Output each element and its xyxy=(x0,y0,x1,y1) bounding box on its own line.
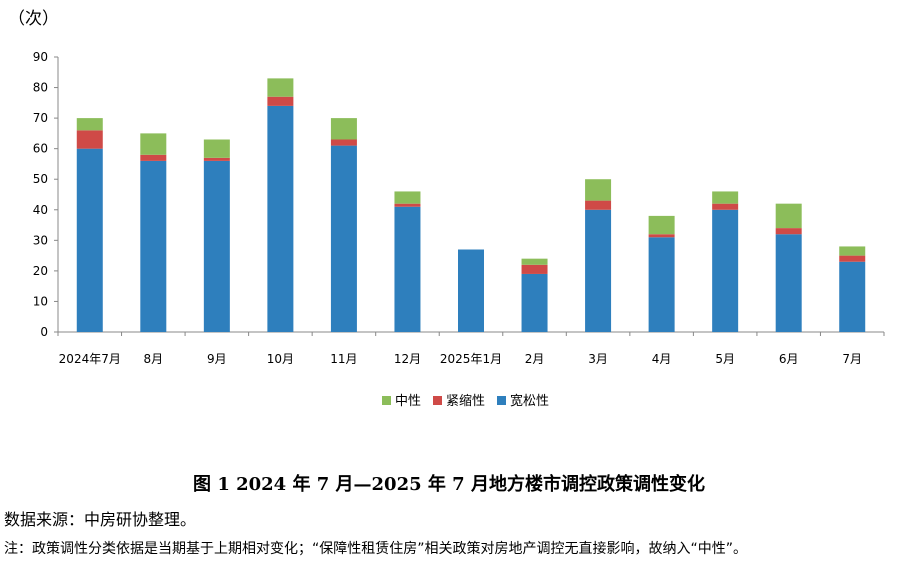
bar-segment xyxy=(775,234,802,332)
legend-swatch xyxy=(433,396,442,405)
legend-swatch xyxy=(382,396,391,405)
bar-segment xyxy=(521,258,548,265)
y-tick-label: 10 xyxy=(33,294,48,308)
bar-segment xyxy=(648,215,675,235)
x-tick-label: 7月 xyxy=(842,352,862,366)
bar-segment xyxy=(394,206,421,332)
y-tick-label: 40 xyxy=(33,203,48,217)
x-tick-label: 2月 xyxy=(525,352,545,366)
bar-segment xyxy=(712,191,739,204)
x-tick-label: 4月 xyxy=(652,352,672,366)
y-tick-label: 0 xyxy=(40,325,48,339)
bar-segment xyxy=(140,160,167,332)
y-tick-label: 80 xyxy=(33,81,48,95)
legend-label: 中性 xyxy=(395,394,421,409)
x-tick-labels: 2024年7月 8月 9月 10月 11月 12月 2025年1月 2月 3月 4月 5月 6月 7月 xyxy=(59,352,862,366)
y-tick-label: 50 xyxy=(33,172,48,186)
bar-segment xyxy=(140,154,167,161)
bar-segment xyxy=(521,273,548,332)
legend: 中性 紧缩性 宽松性 xyxy=(382,393,549,409)
bar-segment xyxy=(458,249,484,332)
y-tick-label: 20 xyxy=(33,264,48,278)
bar-segment xyxy=(521,264,548,274)
bar-segment xyxy=(267,78,294,97)
bar-segment xyxy=(712,209,739,332)
x-tick-label: 6月 xyxy=(779,352,799,366)
bar-segment xyxy=(267,105,294,332)
x-tick-label: 2024年7月 xyxy=(59,352,121,366)
bar-segment xyxy=(585,200,612,210)
figure-caption: 图 1 2024 年 7 月—2025 年 7 月地方楼市调控政策调性变化 xyxy=(193,474,705,495)
bar-segment xyxy=(775,203,802,229)
y-tick-label: 70 xyxy=(33,111,48,125)
legend-swatch xyxy=(497,396,506,405)
x-tick-label: 5月 xyxy=(715,352,735,366)
bar-segment xyxy=(394,191,421,204)
x-tick-label: 9月 xyxy=(207,352,227,366)
x-tick-label: 11月 xyxy=(330,352,357,366)
data-source: 数据来源：中房研协整理。 xyxy=(4,510,197,529)
y-tick-label: 60 xyxy=(33,142,48,156)
y-unit-label: （次） xyxy=(8,9,59,29)
x-tick-label: 10月 xyxy=(267,352,294,366)
bar-segment xyxy=(203,157,230,161)
x-tick-label: 8月 xyxy=(143,352,163,366)
bars xyxy=(76,78,866,332)
legend-label: 紧缩性 xyxy=(446,393,485,409)
bar-segment xyxy=(330,145,357,332)
bar-segment xyxy=(839,261,866,332)
bar-segment xyxy=(585,179,612,201)
bar-segment xyxy=(839,255,866,262)
bar-segment xyxy=(140,133,167,155)
bar-segment xyxy=(585,209,612,332)
bar-segment xyxy=(76,148,103,332)
bar-segment xyxy=(839,246,866,256)
bar-segment xyxy=(76,118,103,131)
y-tick-labels: 0 10 20 30 40 50 60 70 80 90 xyxy=(33,50,48,339)
bar-segment xyxy=(648,234,675,238)
bar-segment xyxy=(648,237,675,332)
legend-label: 宽松性 xyxy=(510,393,549,409)
x-tick-label: 2025年1月 xyxy=(440,352,502,366)
bar-segment xyxy=(203,160,230,332)
bar-segment xyxy=(775,228,802,235)
bar-segment xyxy=(394,203,421,207)
y-tick-label: 30 xyxy=(33,233,48,247)
footnote: 注：政策调性分类依据是当期基于上期相对变化；“保障性租赁住房”相关政策对房地产调… xyxy=(4,541,748,557)
bar-segment xyxy=(330,118,357,140)
x-tick-label: 12月 xyxy=(394,352,421,366)
y-tick-label: 90 xyxy=(33,50,48,64)
bar-segment xyxy=(330,139,357,146)
bar-segment xyxy=(76,130,103,149)
x-tick-label: 3月 xyxy=(588,352,608,366)
stacked-bar-chart: 2024年7月 8月 9月 10月 11月 12月 2025年1月 2月 3月 4月 5月 6月 7月 … xyxy=(33,50,885,409)
bar-segment xyxy=(267,96,294,106)
bar-segment xyxy=(203,139,230,158)
bar-segment xyxy=(712,203,739,210)
